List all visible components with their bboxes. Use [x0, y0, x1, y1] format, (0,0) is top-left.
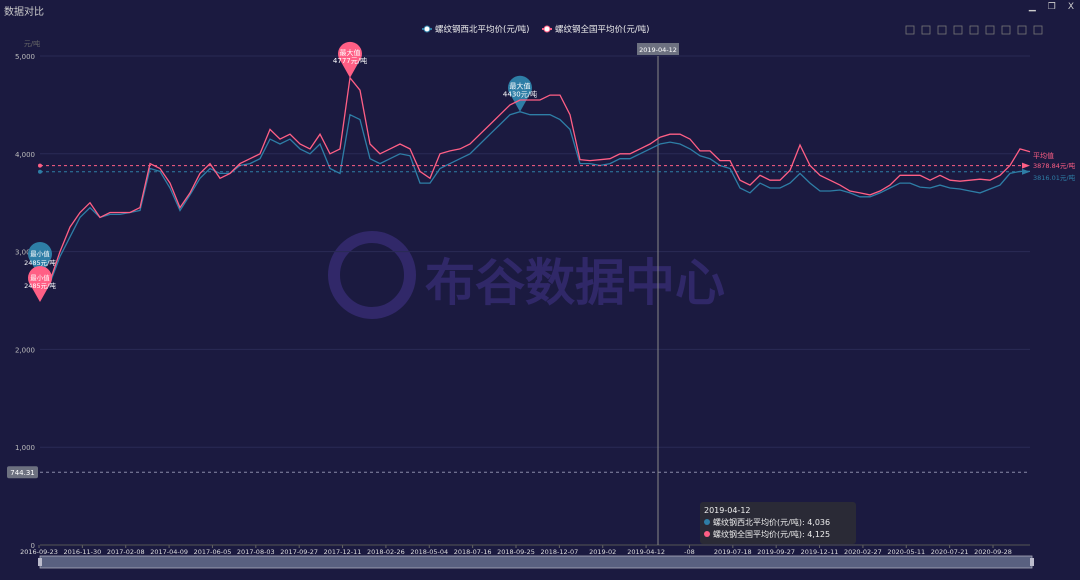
legend-item-1[interactable]: 螺纹钢全国平均价(元/吨): [542, 24, 650, 35]
max-pin-icon: [508, 75, 533, 112]
clear-icon[interactable]: [1017, 25, 1027, 35]
datazoom-slider[interactable]: [39, 555, 1033, 569]
tooltip-value-0: 4,036: [807, 518, 831, 527]
x-tick-label: 2017-06-05: [194, 548, 232, 556]
legend-label: 螺纹钢西北平均价(元/吨): [435, 24, 530, 35]
x-tick-label: 2018-02-26: [367, 548, 405, 556]
crosshair-date: 2019-04-12: [639, 46, 677, 54]
x-tick-label: 2020-07-21: [931, 548, 969, 556]
y-tick-label: 0: [31, 542, 35, 550]
tooltip-date: 2019-04-12: [704, 506, 751, 515]
watermark-text: 布谷数据中心: [425, 254, 725, 312]
legend-label: 螺纹钢全国平均价(元/吨): [555, 24, 650, 35]
bar-chart-icon[interactable]: [953, 25, 963, 35]
x-tick-label: 2017-12-11: [324, 548, 362, 556]
x-tick-label: 2016-09-23: [20, 548, 58, 556]
min-pin-icon: [28, 242, 52, 278]
datazoom-handle-right[interactable]: [1030, 558, 1034, 566]
tooltip: 2019-04-12 螺纹钢西北平均价(元/吨): 4,036 螺纹钢全国平均价…: [700, 502, 856, 544]
x-tick-label: 2019-12-11: [801, 548, 839, 556]
y-tick-label: 5,000: [15, 53, 35, 61]
tooltip-name-1: 螺纹钢全国平均价(元/吨): [713, 530, 802, 539]
x-tick-label: 2017-08-03: [237, 548, 275, 556]
y-tick-label: 3,000: [15, 249, 35, 257]
restore-button[interactable]: ❐: [1047, 2, 1056, 12]
tooltip-name-0: 螺纹钢西北平均价(元/吨): [713, 518, 802, 527]
tooltip-value-1: 4,125: [807, 530, 831, 539]
average-label: 平均值: [1033, 151, 1054, 160]
datazoom-handle-left[interactable]: [38, 558, 42, 566]
legend-item-0[interactable]: 螺纹钢西北平均价(元/吨): [422, 24, 530, 35]
average-arrow-icon: [1022, 162, 1030, 169]
x-tick-label: 2020-09-28: [974, 548, 1012, 556]
restore-icon[interactable]: [905, 25, 915, 35]
y-tick-label: 1,000: [15, 444, 35, 452]
average-start-dot: [38, 169, 42, 174]
x-tick-label: 2019-04-12: [627, 548, 665, 556]
legend-marker-icon: [543, 25, 551, 33]
x-tick-label: 2018-12-07: [540, 548, 578, 556]
x-tick-label: 2020-05-11: [887, 548, 925, 556]
x-tick-label: 2017-09-27: [280, 548, 318, 556]
x-tick-label: 2018-09-25: [497, 548, 535, 556]
min-label: 最小值: [30, 273, 50, 282]
min-value: 2485元/吨: [24, 281, 56, 290]
x-tick-label: 2017-02-08: [107, 548, 145, 556]
window-title: 数据对比: [4, 7, 44, 18]
series-dot-icon: [704, 531, 710, 537]
x-tick-label: 2019-09-27: [757, 548, 795, 556]
minimize-button[interactable]: ▁: [1028, 2, 1036, 12]
average-start-dot: [38, 163, 42, 168]
watermark-logo-icon: [328, 231, 416, 319]
x-tick-label: 2018-07-16: [454, 548, 492, 556]
max-pin-icon: [337, 41, 362, 78]
y-axis-label: 元/吨: [24, 39, 40, 48]
y-tick-label: 4,000: [15, 151, 35, 159]
max-value: 4777元/吨: [333, 56, 367, 65]
x-tick-label: 2018-05-04: [410, 548, 448, 556]
download-icon[interactable]: [1033, 25, 1043, 35]
series-line-0: [39, 111, 1030, 296]
min-pin-icon: [28, 266, 52, 302]
max-value: 4430元/吨: [503, 90, 537, 99]
series-dot-icon: [704, 519, 710, 525]
scatter-icon[interactable]: [985, 25, 995, 35]
markline-badge: [7, 466, 38, 479]
markline-label: 744.31: [10, 469, 35, 477]
y-tick-label: 2,000: [15, 346, 35, 354]
x-tick-label: 2019-02: [589, 548, 616, 556]
average-value: 3816.01元/吨: [1033, 173, 1076, 182]
max-label: 最大值: [340, 48, 361, 57]
zoom-reset-icon[interactable]: [937, 25, 947, 35]
x-tick-label: 2019-07-18: [714, 548, 752, 556]
x-tick-label: -08: [684, 548, 695, 556]
close-button[interactable]: X: [1067, 2, 1074, 12]
max-label: 最大值: [510, 82, 531, 91]
brush-icon[interactable]: [1001, 25, 1011, 35]
legend-marker-icon: [423, 25, 431, 33]
x-tick-label: 2016-11-30: [63, 548, 101, 556]
crosshair-date-badge: [637, 43, 679, 55]
min-label: 最小值: [30, 249, 50, 258]
min-value: 2485元/吨: [24, 258, 56, 267]
x-tick-label: 2017-04-09: [150, 548, 188, 556]
series-line-1: [39, 76, 1031, 295]
average-value: 3878.84元/吨: [1033, 161, 1076, 170]
x-tick-label: 2020-02-27: [844, 548, 882, 556]
zoom-select-icon[interactable]: [921, 25, 931, 35]
stack-icon[interactable]: [969, 25, 979, 35]
